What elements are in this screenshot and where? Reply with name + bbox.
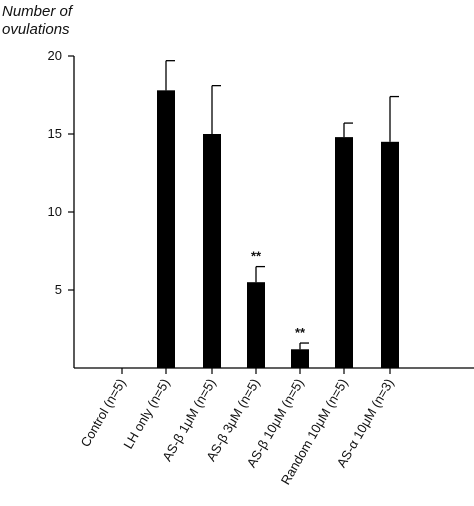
significance-annotation: ** [251,249,262,264]
y-axis-label-line-1: Number of [2,3,74,20]
bar [381,141,399,368]
significance-annotation: ** [295,325,306,340]
bar [335,137,353,368]
category-label: LH only (n=5) [120,376,172,451]
bar [247,282,265,368]
bar [291,349,309,368]
bar [157,90,175,368]
y-tick-label: 5 [55,282,62,297]
y-axis-label-line-2: ovulations [2,21,70,38]
y-tick-label: 10 [48,204,62,219]
category-label: Control (n=5) [77,376,128,450]
y-tick-label: 20 [48,48,62,63]
bar [203,134,221,368]
y-tick-label: 15 [48,126,62,141]
